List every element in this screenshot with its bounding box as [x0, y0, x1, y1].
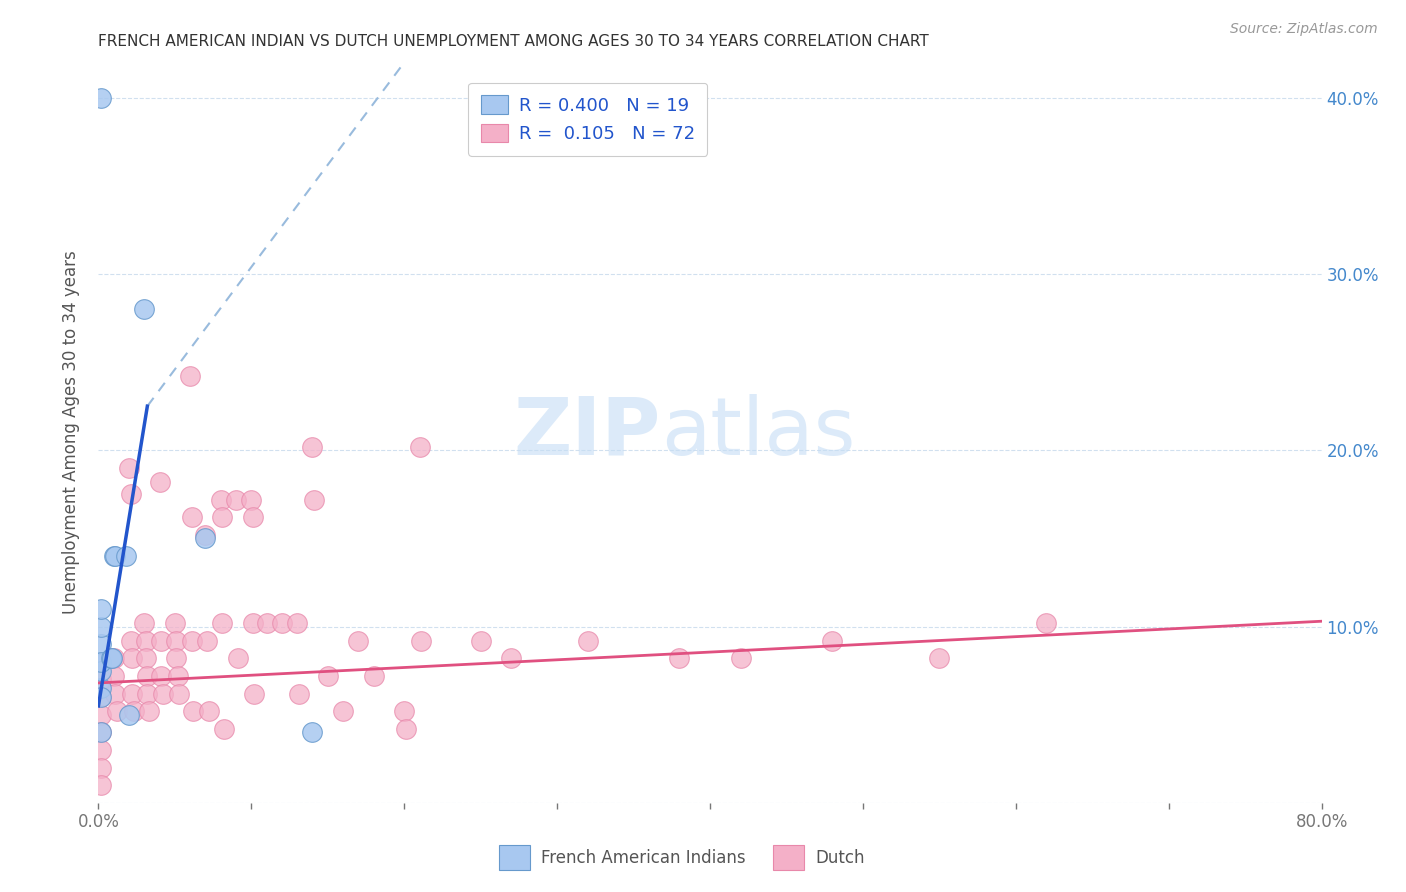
- Point: [103, 549, 125, 563]
- Point: [180, 510, 202, 524]
- Point: [149, 475, 172, 489]
- Point: [243, 686, 266, 700]
- Point: [104, 686, 127, 700]
- Point: [90, 619, 112, 633]
- Point: [136, 686, 159, 700]
- Point: [152, 686, 174, 700]
- Point: [90, 760, 112, 774]
- Point: [135, 633, 157, 648]
- Point: [211, 510, 233, 524]
- Point: [316, 669, 339, 683]
- Point: [211, 615, 233, 630]
- Point: [90, 690, 112, 704]
- Point: [120, 633, 142, 648]
- Point: [90, 707, 112, 722]
- Text: ZIP: ZIP: [513, 393, 661, 472]
- Point: [363, 669, 385, 683]
- Point: [90, 725, 112, 739]
- Text: Dutch: Dutch: [815, 849, 865, 867]
- Point: [118, 461, 141, 475]
- Point: [120, 487, 142, 501]
- Point: [136, 669, 159, 683]
- Point: [101, 651, 124, 665]
- Legend: R = 0.400   N = 19, R =  0.105   N = 72: R = 0.400 N = 19, R = 0.105 N = 72: [468, 83, 707, 155]
- Point: [169, 686, 191, 700]
- Point: [408, 440, 430, 454]
- Point: [103, 651, 125, 665]
- Point: [138, 704, 160, 718]
- Point: [928, 651, 950, 665]
- Point: [150, 669, 173, 683]
- Point: [150, 633, 173, 648]
- Point: [242, 510, 264, 524]
- Point: [179, 369, 201, 384]
- Point: [90, 655, 112, 669]
- Point: [90, 743, 112, 757]
- Point: [121, 651, 143, 665]
- Point: [395, 722, 418, 736]
- Point: [181, 704, 204, 718]
- Point: [105, 704, 128, 718]
- Point: [90, 655, 112, 669]
- Point: [103, 669, 125, 683]
- Text: Source: ZipAtlas.com: Source: ZipAtlas.com: [1230, 22, 1378, 37]
- Point: [470, 633, 492, 648]
- Point: [409, 633, 432, 648]
- Point: [194, 532, 217, 546]
- Point: [287, 686, 309, 700]
- Point: [195, 633, 218, 648]
- Point: [135, 651, 157, 665]
- Point: [332, 704, 354, 718]
- Point: [165, 633, 187, 648]
- Point: [347, 633, 370, 648]
- Point: [209, 492, 232, 507]
- Point: [240, 492, 263, 507]
- Point: [163, 615, 186, 630]
- Point: [225, 492, 247, 507]
- Point: [90, 655, 112, 669]
- Text: FRENCH AMERICAN INDIAN VS DUTCH UNEMPLOYMENT AMONG AGES 30 TO 34 YEARS CORRELATI: FRENCH AMERICAN INDIAN VS DUTCH UNEMPLOY…: [98, 34, 929, 49]
- Point: [134, 302, 156, 317]
- Point: [392, 704, 416, 718]
- Point: [256, 615, 278, 630]
- Text: French American Indians: French American Indians: [541, 849, 747, 867]
- Point: [134, 615, 156, 630]
- Point: [100, 651, 122, 665]
- Point: [576, 633, 599, 648]
- Point: [668, 651, 690, 665]
- Point: [115, 549, 138, 563]
- Point: [122, 704, 145, 718]
- Point: [121, 686, 143, 700]
- Point: [90, 637, 112, 651]
- Point: [90, 664, 112, 678]
- Point: [90, 91, 112, 105]
- Point: [270, 615, 292, 630]
- Point: [301, 440, 323, 454]
- Point: [212, 722, 235, 736]
- Text: atlas: atlas: [661, 393, 855, 472]
- Point: [180, 633, 202, 648]
- Point: [285, 615, 308, 630]
- Point: [301, 725, 323, 739]
- Point: [197, 704, 219, 718]
- Point: [226, 651, 249, 665]
- Point: [1035, 615, 1057, 630]
- Point: [501, 651, 523, 665]
- Point: [165, 651, 187, 665]
- Point: [90, 690, 112, 704]
- Point: [167, 669, 190, 683]
- Point: [194, 528, 217, 542]
- Point: [242, 615, 264, 630]
- Y-axis label: Unemployment Among Ages 30 to 34 years: Unemployment Among Ages 30 to 34 years: [62, 251, 80, 615]
- Point: [730, 651, 752, 665]
- Point: [90, 681, 112, 696]
- Point: [90, 602, 112, 616]
- Point: [90, 725, 112, 739]
- Point: [821, 633, 844, 648]
- Point: [104, 549, 127, 563]
- Point: [118, 707, 141, 722]
- Point: [90, 778, 112, 792]
- Point: [302, 492, 325, 507]
- Point: [90, 673, 112, 687]
